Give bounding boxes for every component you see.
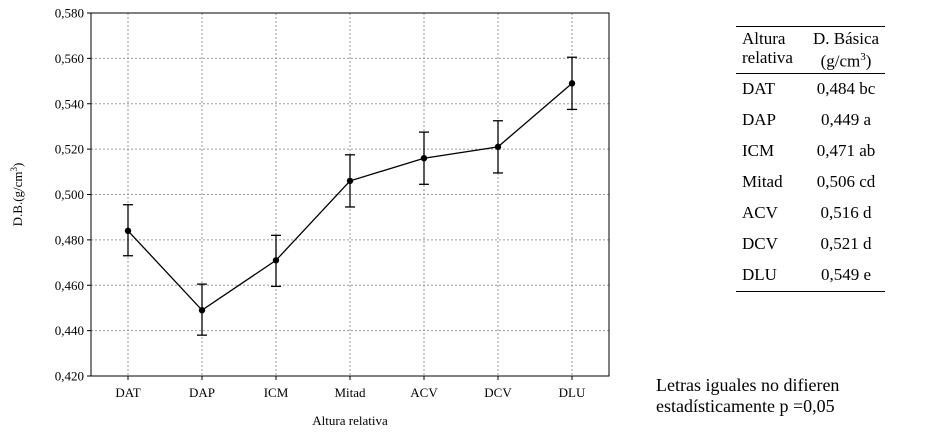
row-label: DAP [742, 110, 777, 130]
data-point [124, 227, 132, 234]
table-row: DAP 0,449 a [736, 105, 885, 136]
y-tick-label: 0,520 [55, 142, 84, 157]
row-label: ACV [742, 203, 778, 223]
significance-note: Letras iguales no difieren estadísticame… [656, 375, 839, 417]
header-densidad-sup: 3 [860, 51, 866, 63]
data-point [346, 177, 354, 185]
x-axis-title: Altura relativa [312, 413, 388, 428]
x-tick-label: Mitad [334, 385, 366, 400]
y-axis-title-sup: 3 [9, 166, 19, 171]
x-tick-label: DLU [559, 385, 586, 400]
data-point [494, 143, 502, 151]
table-row: DLU 0,549 e [736, 260, 886, 292]
row-label: DAT [742, 79, 776, 99]
y-tick-label: 0,460 [55, 278, 84, 293]
note-line-1: Letras iguales no difieren [656, 375, 840, 395]
y-axis-ticks: 0,420 0,440 0,460 0,480 0,500 0,520 0,540 0,560… [55, 6, 91, 384]
header-densidad-unit-end: ) [865, 51, 872, 71]
header-densidad-unit: (g/cm [820, 51, 861, 71]
data-point [272, 257, 280, 264]
data-point [198, 307, 206, 314]
header-densidad-line1: D. Básica [812, 29, 880, 48]
x-axis-ticks: DAT DAP ICM Mitad ACV DCV DLU [115, 376, 586, 400]
table-row: ICM 0,471 ab [736, 136, 885, 167]
y-axis-title: D.B.(g/cm3) [9, 163, 25, 227]
error-bars [123, 56, 577, 336]
row-label: Mitad [742, 172, 783, 192]
y-tick-label: 0,480 [55, 232, 84, 247]
header-altura-line1: Altura [742, 29, 786, 48]
row-value: 0,549 e [820, 265, 872, 285]
header-densidad: D. Básica (g/cm3) [799, 27, 885, 74]
row-value: 0,506 cd [816, 172, 876, 192]
x-tick-label: ICM [264, 385, 289, 400]
header-altura: Altura relativa [736, 27, 799, 74]
x-tick-label: ACV [410, 385, 438, 400]
x-tick-label: DAP [189, 385, 215, 400]
row-value: 0,521 d [820, 234, 872, 254]
row-value: 0,471 ab [816, 141, 876, 161]
x-tick-label: DAT [115, 385, 140, 400]
note-line-2: estadísticamente p =0,05 [656, 396, 835, 416]
y-tick-label: 0,500 [55, 187, 84, 202]
row-label: DLU [742, 265, 777, 285]
data-point [568, 80, 576, 87]
y-tick-label: 0,540 [55, 96, 84, 111]
table-row: DCV 0,521 d [736, 229, 885, 260]
table-row: ACV 0,516 d [736, 198, 885, 229]
y-tick-label: 0,580 [55, 6, 84, 21]
y-tick-label: 0,560 [55, 51, 84, 66]
y-tick-label: 0,440 [55, 323, 84, 338]
data-point [420, 155, 428, 162]
y-tick-label: 0,420 [55, 369, 84, 384]
table-row: Mitad 0,506 cd [736, 167, 885, 198]
row-label: DCV [742, 234, 778, 254]
row-value: 0,484 bc [816, 79, 876, 99]
density-chart: 0,420 0,440 0,460 0,480 0,500 0,520 0,540 0,560… [9, 6, 610, 428]
table-header-row: Altura relativa D. Básica (g/cm3) [736, 26, 886, 74]
row-label: ICM [742, 141, 775, 161]
table-row: DAT 0,484 bc [736, 73, 885, 105]
row-value: 0,449 a [820, 110, 872, 130]
y-axis-title-end: ) [10, 163, 25, 167]
y-axis-title-main: D.B.(g/cm [10, 171, 25, 226]
row-value: 0,516 d [820, 203, 872, 223]
data-points [124, 80, 576, 314]
header-altura-line2: relativa [742, 48, 793, 67]
x-tick-label: DCV [484, 385, 512, 400]
density-table: Altura relativa D. Básica (g/cm3) DAT 0,484… [736, 26, 886, 292]
